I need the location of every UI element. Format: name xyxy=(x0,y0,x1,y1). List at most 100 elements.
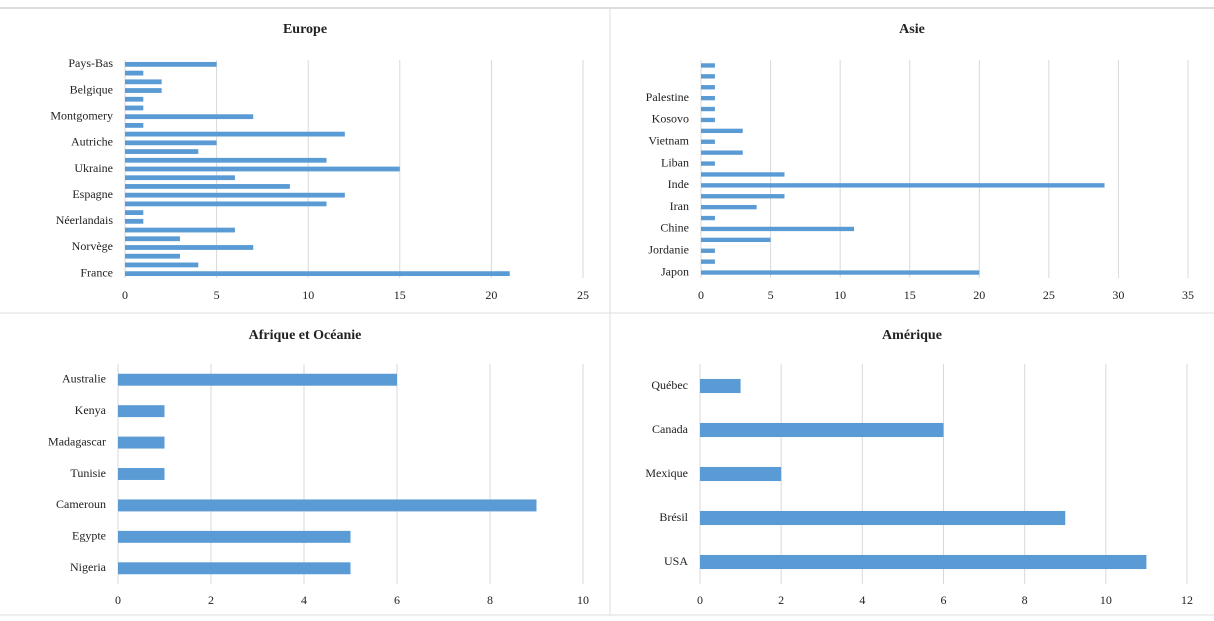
y-tick-label: Chine xyxy=(660,221,689,235)
y-tick-label: Iran xyxy=(670,199,689,213)
bar xyxy=(125,61,217,67)
chart-title: Afrique et Océanie xyxy=(249,328,362,343)
y-tick-label: Pays-Bas xyxy=(68,56,113,70)
x-tick-label: 5 xyxy=(214,288,220,302)
y-tick-label: Canada xyxy=(652,422,689,436)
bar xyxy=(125,271,510,277)
bar xyxy=(125,245,254,250)
x-tick-label: 8 xyxy=(1022,593,1028,607)
chart-title: Asie xyxy=(899,22,925,37)
bar xyxy=(118,499,537,512)
bar xyxy=(118,436,165,449)
bar xyxy=(701,204,757,210)
bar xyxy=(701,150,743,155)
x-tick-label: 4 xyxy=(859,593,865,607)
x-tick-label: 5 xyxy=(768,288,774,302)
x-tick-label: 0 xyxy=(115,593,121,607)
bar xyxy=(118,405,165,418)
x-tick-label: 35 xyxy=(1182,288,1194,302)
chart-title: Europe xyxy=(283,22,327,37)
x-tick-label: 25 xyxy=(1043,288,1055,302)
bar xyxy=(125,227,235,233)
bar xyxy=(118,373,397,386)
bar xyxy=(125,201,327,207)
x-tick-label: 8 xyxy=(487,593,493,607)
y-tick-label: Kenya xyxy=(75,403,107,417)
y-tick-label: Belgique xyxy=(70,82,113,96)
x-tick-label: 12 xyxy=(1181,593,1193,607)
bar xyxy=(701,270,980,275)
y-tick-label: USA xyxy=(664,554,688,568)
y-tick-label: Nigeria xyxy=(70,560,107,574)
bar xyxy=(125,192,345,198)
x-tick-label: 2 xyxy=(778,593,784,607)
y-tick-label: Palestine xyxy=(646,90,689,104)
bar xyxy=(700,466,782,482)
y-tick-label: Montgomery xyxy=(50,108,113,122)
bar xyxy=(701,74,715,79)
x-tick-label: 25 xyxy=(577,288,589,302)
bar xyxy=(701,226,855,232)
x-tick-label: 6 xyxy=(394,593,400,607)
bar xyxy=(118,562,351,575)
y-tick-label: Brésil xyxy=(659,510,688,524)
bar xyxy=(701,183,1105,188)
y-tick-label: Québec xyxy=(651,378,688,392)
y-tick-label: Inde xyxy=(668,177,689,191)
chart-title: Amérique xyxy=(882,328,942,343)
y-tick-label: Vietnam xyxy=(648,134,689,148)
y-tick-label: Jordanie xyxy=(648,243,689,257)
bar xyxy=(701,95,715,101)
bar xyxy=(700,554,1147,570)
bar xyxy=(701,161,715,166)
bar xyxy=(701,139,715,144)
y-tick-label: Tunisie xyxy=(70,466,106,480)
y-tick-label: Kosovo xyxy=(652,112,689,126)
y-tick-label: Espagne xyxy=(72,187,113,201)
bar xyxy=(125,140,217,146)
bar xyxy=(125,79,162,85)
bar xyxy=(125,184,290,189)
y-tick-label: Néerlandais xyxy=(56,213,114,227)
y-tick-label: France xyxy=(80,265,113,279)
bar xyxy=(125,149,199,154)
bar xyxy=(700,378,741,394)
bar xyxy=(701,259,715,264)
bar xyxy=(701,128,743,134)
y-tick-label: Japon xyxy=(661,264,689,278)
bar xyxy=(125,236,180,242)
x-tick-label: 30 xyxy=(1112,288,1124,302)
y-tick-label: Liban xyxy=(661,155,689,169)
y-tick-label: Madagascar xyxy=(48,434,106,448)
x-tick-label: 15 xyxy=(394,288,406,302)
bar xyxy=(125,166,400,172)
x-tick-label: 6 xyxy=(941,593,947,607)
bar xyxy=(701,172,785,177)
bar xyxy=(118,530,351,543)
bar xyxy=(125,262,199,268)
bar xyxy=(700,422,944,438)
x-tick-label: 15 xyxy=(904,288,916,302)
bar xyxy=(118,468,165,480)
bar xyxy=(125,123,144,128)
x-tick-label: 10 xyxy=(302,288,314,302)
bar xyxy=(125,105,144,111)
x-tick-label: 0 xyxy=(697,593,703,607)
bar xyxy=(125,210,144,215)
x-tick-label: 0 xyxy=(122,288,128,302)
bar xyxy=(125,114,254,120)
x-tick-label: 20 xyxy=(973,288,985,302)
bar xyxy=(701,106,715,112)
bar xyxy=(701,215,715,221)
x-tick-label: 20 xyxy=(485,288,497,302)
bar xyxy=(125,218,144,224)
y-tick-label: Cameroun xyxy=(56,497,106,511)
bar xyxy=(125,175,235,181)
bar xyxy=(125,88,162,93)
bar xyxy=(125,70,144,76)
y-tick-label: Norvège xyxy=(72,239,113,253)
x-tick-label: 10 xyxy=(834,288,846,302)
x-tick-label: 2 xyxy=(208,593,214,607)
